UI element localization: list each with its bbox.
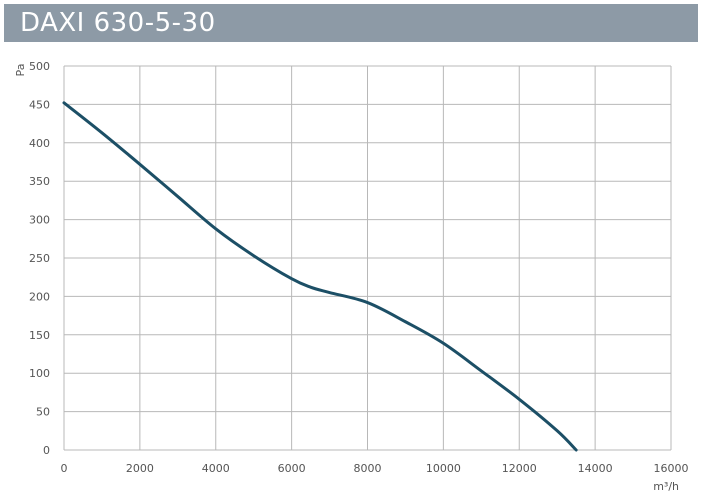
y-tick-label: 150 — [29, 329, 50, 342]
chart-header: DAXI 630-5-30 — [4, 4, 698, 42]
y-tick-labels: 0 50 100 150 200 250 300 350 400 450 500 — [29, 60, 50, 457]
x-tick-labels: 0 2000 4000 6000 8000 10000 12000 14000 16000 — [61, 462, 689, 475]
series-layer — [62, 101, 578, 452]
y-tick-label: 500 — [29, 60, 50, 73]
y-tick-label: 200 — [29, 290, 50, 303]
y-tick-label: 300 — [29, 214, 50, 227]
x-tick-label: 6000 — [278, 462, 306, 475]
x-tick-label: 14000 — [578, 462, 613, 475]
x-tick-label: 2000 — [126, 462, 154, 475]
y-tick-label: 250 — [29, 252, 50, 265]
y-tick-label: 100 — [29, 367, 50, 380]
x-tick-label: 0 — [61, 462, 68, 475]
x-tick-label: 4000 — [202, 462, 230, 475]
y-tick-label: 50 — [36, 406, 50, 419]
x-tick-label: 8000 — [354, 462, 382, 475]
y-tick-label: 450 — [29, 98, 50, 111]
x-tick-label: 16000 — [654, 462, 689, 475]
x-axis-label: m³/h — [653, 480, 679, 493]
y-tick-label: 0 — [43, 444, 50, 457]
y-tick-label: 400 — [29, 137, 50, 150]
chart-title: DAXI 630-5-30 — [20, 8, 216, 38]
y-tick-label: 350 — [29, 175, 50, 188]
y-axis-label: Pa — [14, 64, 27, 77]
grid — [63, 65, 672, 451]
x-tick-label: 10000 — [426, 462, 461, 475]
x-tick-label: 12000 — [502, 462, 537, 475]
series-line — [62, 101, 578, 452]
